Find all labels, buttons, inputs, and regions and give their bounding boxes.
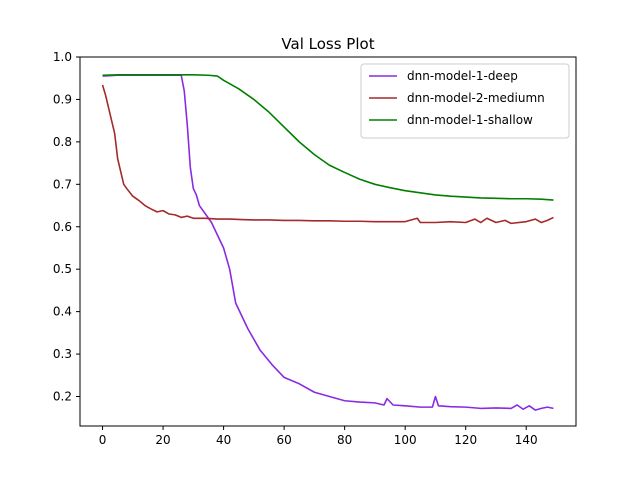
legend: dnn-model-1-deep dnn-model-2-mediumn dnn-m… bbox=[360, 63, 570, 139]
y-tick-label: 0.6 bbox=[53, 220, 72, 234]
plot-area bbox=[101, 74, 554, 411]
axes: 0 20 40 60 80 100 120 140 0.2 0.3 0.4 0.5 0.6 0.7 0.8 0… bbox=[53, 50, 577, 447]
x-tick-label: 60 bbox=[276, 433, 291, 447]
x-tick-label: 140 bbox=[515, 433, 538, 447]
y-tick-label: 0.5 bbox=[53, 262, 72, 276]
x-tick-label: 20 bbox=[155, 433, 170, 447]
y-tick-label: 0.8 bbox=[53, 135, 72, 149]
x-tick-label: 100 bbox=[394, 433, 417, 447]
series-line-2 bbox=[101, 84, 554, 225]
series-line-1 bbox=[102, 74, 554, 411]
x-tick-label: 0 bbox=[99, 433, 107, 447]
y-tick-label: 0.7 bbox=[53, 177, 72, 191]
axes-frame bbox=[79, 56, 577, 427]
y-tick-label: 1.0 bbox=[53, 50, 72, 64]
legend-box bbox=[360, 63, 570, 139]
y-tick-label: 0.9 bbox=[53, 92, 72, 106]
legend-label-3: dnn-model-1-shallow bbox=[407, 113, 533, 127]
y-tick-label: 0.3 bbox=[53, 347, 72, 361]
x-tick-label: 120 bbox=[454, 433, 477, 447]
y-tick-label: 0.2 bbox=[53, 390, 72, 404]
legend-label-1: dnn-model-1-deep bbox=[407, 69, 518, 83]
legend-label-2: dnn-model-2-mediumn bbox=[407, 91, 545, 105]
series-line-3 bbox=[102, 74, 554, 201]
chart-title: Val Loss Plot bbox=[281, 35, 374, 53]
x-tick-label: 40 bbox=[216, 433, 231, 447]
y-tick-label: 0.4 bbox=[53, 305, 72, 319]
x-tick-label: 80 bbox=[337, 433, 352, 447]
